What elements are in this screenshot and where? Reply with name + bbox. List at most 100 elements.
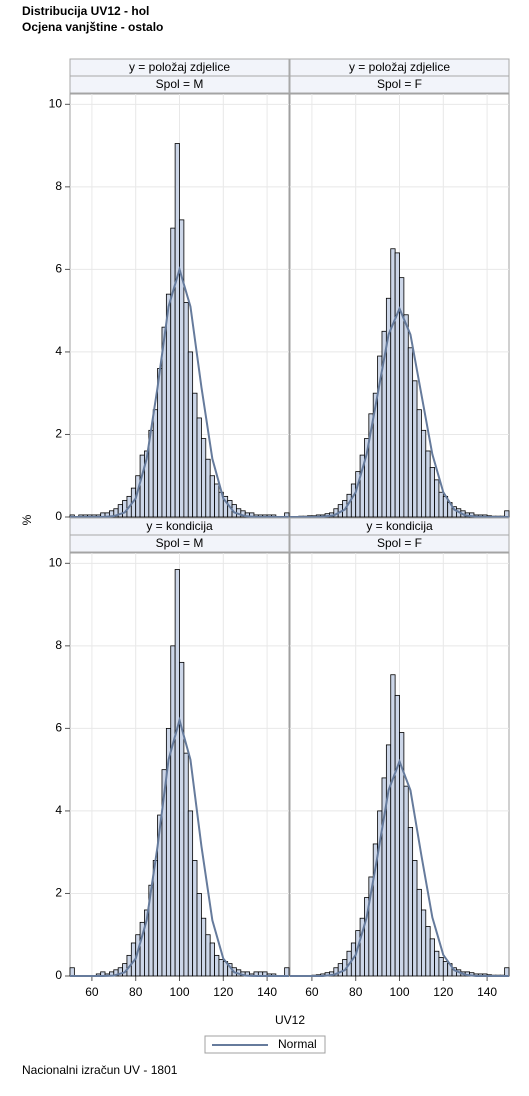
panel-header-label: y = kondicija: [366, 519, 433, 533]
histogram-bar: [209, 475, 215, 518]
histogram-bar: [157, 368, 163, 518]
panel-header: [289, 75, 510, 94]
y-tick-label: 2: [55, 427, 62, 441]
histogram-bar: [429, 938, 435, 977]
histogram-bar: [187, 351, 194, 518]
x-tick-label: 80: [129, 985, 143, 999]
histogram-bar: [183, 302, 189, 518]
panel-header-label: y = položaj zdjelice: [349, 60, 450, 74]
histogram-bar: [420, 429, 427, 518]
x-tick-label: 120: [213, 985, 233, 999]
chart-title: Distribucija UV12 - hol: [22, 4, 149, 18]
histogram-bar: [434, 950, 440, 977]
histogram-bar: [174, 143, 180, 518]
histogram-bar: [179, 219, 185, 518]
y-tick-label: 4: [55, 344, 62, 358]
histogram-bar: [425, 926, 431, 977]
histogram-bar: [337, 963, 343, 977]
x-axis-label: UV12: [275, 1013, 305, 1027]
histogram-bar: [438, 491, 444, 518]
histogram-bar: [209, 942, 215, 977]
histogram-bar: [170, 227, 176, 518]
histogram-bar: [152, 409, 159, 518]
histogram-bar: [192, 860, 198, 977]
y-tick-label: 8: [55, 179, 62, 193]
panel-header-label: y = kondicija: [146, 519, 213, 533]
normal-curve: [70, 716, 289, 977]
panel-header: [289, 534, 510, 553]
histogram-bar: [205, 934, 211, 977]
panel-header-label: Spol = F: [377, 536, 422, 550]
histogram-bar: [412, 860, 418, 977]
histogram-bar: [183, 752, 189, 977]
histogram-bar: [139, 454, 145, 518]
y-tick-label: 6: [55, 721, 62, 735]
histogram-bar: [69, 967, 75, 977]
histogram-bar: [218, 959, 224, 977]
histogram-bar: [416, 888, 422, 977]
x-tick-label: 100: [169, 985, 189, 999]
histogram-bar: [205, 458, 211, 518]
x-tick-label: 100: [389, 985, 409, 999]
y-tick-label: 0: [55, 509, 62, 523]
histogram-bar: [165, 293, 172, 518]
y-axis-label: %: [20, 514, 34, 525]
histogram-bar: [403, 785, 409, 977]
histogram-bar: [407, 347, 414, 518]
panel-header-label: Spol = F: [377, 77, 422, 91]
x-tick-label: 80: [349, 985, 363, 999]
histogram-bar: [196, 893, 202, 977]
histogram-bar: [385, 744, 392, 977]
histogram-bar: [350, 483, 357, 518]
normal-curve: [290, 758, 509, 977]
panel-header-label: Spol = M: [156, 77, 204, 91]
y-tick-label: 8: [55, 638, 62, 652]
histogram-bar: [403, 314, 409, 518]
x-tick-label: 60: [305, 985, 319, 999]
histogram-bar: [438, 957, 444, 977]
histogram-bar: [196, 417, 202, 518]
histogram-bar: [214, 483, 220, 518]
histogram-bar: [174, 569, 180, 977]
histogram-bar: [170, 645, 176, 977]
histogram-bar: [214, 954, 220, 977]
footnote: Nacionalni izračun UV - 1801: [22, 1063, 178, 1077]
histogram-bar: [412, 380, 418, 518]
histogram-bar: [192, 392, 198, 518]
normal-curve: [290, 306, 509, 518]
histogram-bar: [504, 967, 510, 977]
panel-header: [69, 534, 290, 553]
histogram-bar: [179, 661, 185, 977]
y-tick-label: 2: [55, 886, 62, 900]
histogram-bar: [390, 674, 396, 977]
panel-header-label: y = položaj zdjelice: [129, 60, 230, 74]
panel-header: [69, 75, 290, 94]
histogram-bar: [425, 450, 431, 518]
x-tick-label: 60: [85, 985, 99, 999]
x-tick-label: 140: [477, 985, 497, 999]
histogram-bar: [429, 467, 435, 518]
histogram-bar: [416, 409, 422, 518]
histogram-bar: [407, 827, 414, 977]
histogram-bar: [200, 438, 207, 518]
histogram-bar: [200, 917, 207, 977]
y-tick-label: 10: [49, 96, 63, 110]
normal-curve: [70, 265, 289, 518]
chart-subtitle: Ocjena vanjštine - ostalo: [22, 20, 163, 34]
histogram-bar: [394, 252, 400, 518]
histogram-bar: [434, 479, 440, 518]
histogram-bar: [420, 909, 427, 977]
histogram-bar: [122, 500, 128, 518]
x-tick-label: 120: [433, 985, 453, 999]
y-tick-label: 4: [55, 803, 62, 817]
y-tick-label: 10: [49, 555, 63, 569]
x-tick-label: 140: [257, 985, 277, 999]
legend-label: Normal: [278, 1037, 317, 1051]
histogram-bar: [442, 961, 449, 977]
histogram-bar: [390, 248, 396, 518]
histogram-bar: [284, 967, 290, 977]
panel-header-label: Spol = M: [156, 536, 204, 550]
histogram-bar: [394, 694, 400, 977]
y-tick-label: 6: [55, 262, 62, 276]
